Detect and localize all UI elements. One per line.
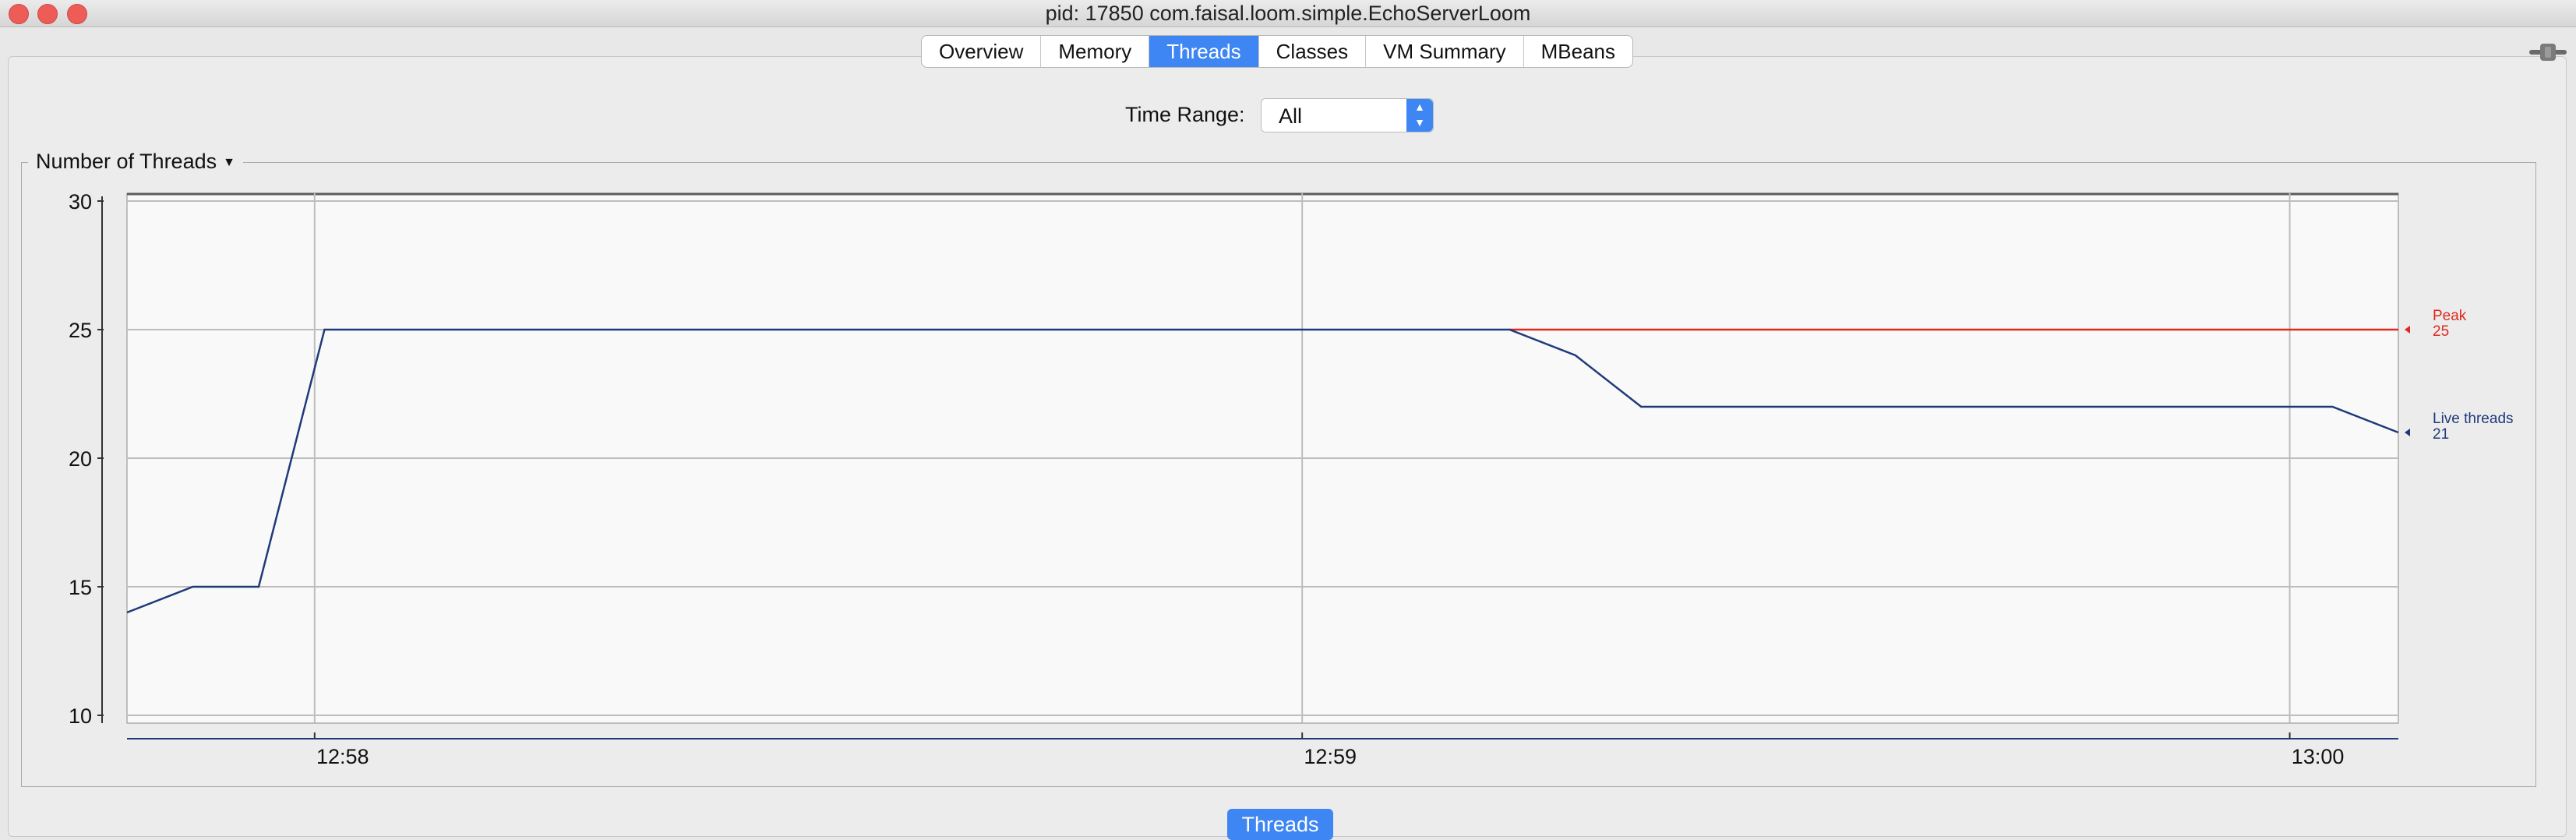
chart-group-title-text: Number of Threads: [36, 150, 217, 173]
y-tick-label: 15: [69, 576, 92, 599]
tab-vm-summary[interactable]: VM Summary: [1366, 36, 1524, 67]
y-tick-label: 10: [69, 704, 92, 728]
series-line-live-threads: [126, 328, 2399, 614]
series-marker: [2405, 429, 2410, 436]
series-value-label: 25: [2433, 323, 2449, 340]
chevron-down-icon: ▼: [223, 155, 235, 169]
series-name-label: Live threads: [2433, 411, 2514, 427]
zoom-window-button[interactable]: [67, 4, 87, 24]
x-tick-label: 12:59: [1304, 745, 1357, 768]
chart-group-title[interactable]: Number of Threads ▼: [28, 150, 243, 174]
tab-threads[interactable]: Threads: [1149, 36, 1259, 67]
tab-overview[interactable]: Overview: [922, 36, 1042, 67]
time-range-select[interactable]: All ▲ ▼: [1261, 98, 1434, 132]
series-value-label: 21: [2433, 426, 2449, 443]
up-down-chevron-icon: ▲ ▼: [1406, 99, 1433, 132]
y-tick-label: 30: [69, 190, 92, 214]
title-bar: pid: 17850 com.faisal.loom.simple.EchoSe…: [0, 0, 2576, 27]
tab-mbeans[interactable]: MBeans: [1540, 40, 1615, 63]
y-tick-label: 20: [69, 447, 92, 471]
x-tick-label: 12:58: [316, 745, 369, 768]
close-window-button[interactable]: [9, 4, 29, 24]
threads-button[interactable]: Threads: [1227, 809, 1333, 840]
series-marker: [2405, 326, 2410, 334]
window-title: pid: 17850 com.faisal.loom.simple.EchoSe…: [1045, 2, 1531, 25]
connection-icon[interactable]: [2528, 42, 2568, 62]
tab-bar: Overview Memory Threads Classes VM Summa…: [921, 35, 1633, 68]
x-tick-label: 13:00: [2292, 745, 2345, 768]
minimize-window-button[interactable]: [37, 4, 58, 24]
chart-group: [21, 162, 2536, 787]
y-tick-label: 25: [69, 319, 92, 342]
tab-memory[interactable]: Memory: [1041, 36, 1150, 67]
time-range-value: All: [1279, 104, 1303, 128]
time-range-label: Time Range:: [1125, 103, 1245, 126]
series-name-label: Peak: [2433, 308, 2467, 324]
tab-classes[interactable]: Classes: [1259, 36, 1367, 67]
